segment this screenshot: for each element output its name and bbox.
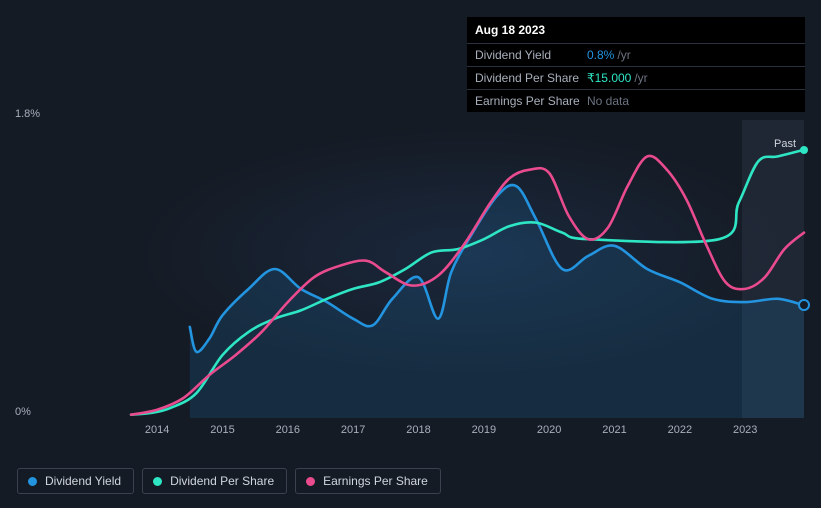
tooltip-value: 0.8% <box>587 48 614 62</box>
series-end-marker <box>800 146 808 154</box>
y-axis-max-label: 1.8% <box>15 108 29 120</box>
legend-item[interactable]: Dividend Per Share <box>142 468 287 494</box>
y-axis-min-label: 0% <box>15 406 29 418</box>
x-tick-label: 2018 <box>406 424 430 436</box>
x-tick-label: 2019 <box>472 424 496 436</box>
series-end-marker <box>798 299 810 311</box>
tooltip-row: Dividend Per Share₹15.000/yr <box>467 67 805 90</box>
tooltip-date: Aug 18 2023 <box>467 17 805 44</box>
tooltip-metric-label: Earnings Per Share <box>475 94 587 108</box>
chart-lines <box>131 120 804 418</box>
tooltip-row: Dividend Yield0.8%/yr <box>467 44 805 67</box>
x-tick-label: 2016 <box>276 424 300 436</box>
legend-dot-icon <box>306 477 315 486</box>
x-tick-label: 2022 <box>668 424 692 436</box>
legend-dot-icon <box>28 477 37 486</box>
legend-item[interactable]: Earnings Per Share <box>295 468 441 494</box>
legend-item[interactable]: Dividend Yield <box>17 468 134 494</box>
x-tick-label: 2020 <box>537 424 561 436</box>
x-tick-label: 2014 <box>145 424 169 436</box>
legend-label: Dividend Per Share <box>170 474 274 488</box>
tooltip-metric-label: Dividend Yield <box>475 48 587 62</box>
legend-label: Earnings Per Share <box>323 474 428 488</box>
tooltip-value: ₹15.000 <box>587 71 631 85</box>
x-tick-label: 2021 <box>602 424 626 436</box>
legend-label: Dividend Yield <box>45 474 121 488</box>
tooltip-row: Earnings Per ShareNo data <box>467 90 805 112</box>
tooltip-suffix: /yr <box>634 71 647 85</box>
dividend-chart: 1.8% 0% Past 201420152016201720182019202… <box>17 108 804 448</box>
x-tick-label: 2017 <box>341 424 365 436</box>
x-tick-label: 2015 <box>210 424 234 436</box>
chart-tooltip: Aug 18 2023 Dividend Yield0.8%/yrDividen… <box>467 17 805 112</box>
tooltip-metric-label: Dividend Per Share <box>475 71 587 85</box>
x-tick-label: 2023 <box>733 424 757 436</box>
tooltip-suffix: /yr <box>617 48 630 62</box>
plot-area[interactable]: Past 20142015201620172018201920202021202… <box>131 120 804 418</box>
past-label: Past <box>774 138 796 150</box>
tooltip-no-data: No data <box>587 94 629 108</box>
legend-dot-icon <box>153 477 162 486</box>
chart-legend: Dividend Yield Dividend Per Share Earnings… <box>17 468 441 494</box>
x-axis: 2014201520162017201820192020202120222023 <box>131 400 804 418</box>
